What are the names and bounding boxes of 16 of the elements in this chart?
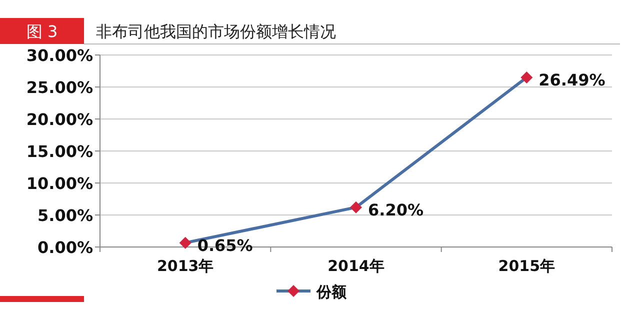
data-label: 6.20% [368, 200, 424, 220]
y-tick-label: 15.00% [26, 142, 93, 161]
y-tick-label: 10.00% [26, 174, 93, 193]
y-tick-label: 5.00% [37, 206, 93, 225]
y-tick-label: 25.00% [26, 78, 93, 97]
caption: 图 3 [26, 22, 58, 41]
legend-label: 份额 [316, 283, 348, 301]
chart-title: 非布司他我国的市场份额增长情况 [96, 22, 336, 41]
y-tick-label: 30.00% [26, 46, 93, 65]
x-tick-label: 2015年 [498, 257, 556, 275]
data-label: 0.65% [197, 236, 253, 255]
x-tick-label: 2014年 [328, 257, 384, 275]
data-label: 26.49% [538, 70, 606, 90]
y-tick-label: 0.00% [37, 238, 93, 257]
x-tick-label: 2013年 [156, 257, 214, 275]
y-tick-label: 20.00% [26, 110, 93, 129]
